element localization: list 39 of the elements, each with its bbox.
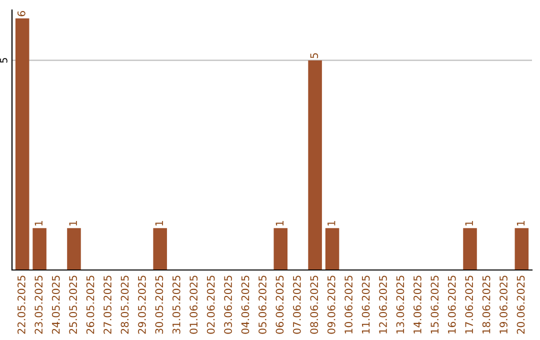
x-tick-label: 22.05.2025	[17, 276, 26, 334]
data-label: 1	[276, 221, 284, 226]
x-tick-label: 01.06.2025	[190, 276, 198, 334]
data-label: 1	[465, 221, 473, 226]
x-tick-label: 30.05.2025	[155, 276, 164, 334]
data-label: 1	[69, 221, 77, 226]
x-tick-label: 20.06.2025	[516, 276, 525, 334]
x-tick-label: 19.06.2025	[500, 276, 508, 334]
x-tick-label: 04.06.2025	[241, 276, 250, 334]
x-tick-label: 27.05.2025	[104, 276, 112, 334]
x-tick-label: 06.06.2025	[276, 276, 284, 334]
x-tick-label: 28.05.2025	[120, 276, 129, 334]
x-tick-label: 13.06.2025	[396, 276, 404, 334]
x-tick-label: 03.06.2025	[224, 276, 232, 334]
x-tick-label: 18.06.2025	[482, 276, 490, 334]
x-tick-label: 16.06.2025	[448, 276, 456, 334]
x-tick-label: 12.06.2025	[379, 276, 387, 334]
x-tick-label: 11.06.2025	[362, 276, 370, 334]
x-tick-label: 31.05.2025	[172, 276, 180, 334]
x-tick-label: 05.06.2025	[258, 276, 266, 334]
x-tick-label: 14.06.2025	[414, 276, 422, 334]
data-label: 1	[34, 221, 42, 226]
data-label: 1	[155, 221, 163, 226]
x-tick-label: 25.05.2025	[69, 276, 78, 334]
x-tick-label: 29.05.2025	[138, 276, 146, 334]
x-tick-label: 26.05.2025	[86, 276, 94, 334]
x-tick-label: 24.05.2025	[52, 276, 60, 334]
data-label: 6	[17, 11, 26, 16]
data-label: 5	[310, 53, 318, 58]
x-tick-label: 08.06.2025	[310, 276, 318, 334]
data-label: 1	[516, 221, 525, 226]
x-tick-label: 10.06.2025	[344, 276, 353, 334]
x-tick-label: 15.06.2025	[430, 276, 439, 334]
x-tick-label: 17.06.2025	[465, 276, 474, 334]
data-label: 1	[328, 221, 336, 226]
x-tick-label: 07.06.2025	[292, 276, 301, 334]
x-tick-label: 09.06.2025	[327, 276, 336, 334]
x-tick-label: 02.06.2025	[206, 276, 215, 334]
x-tick-label: 23.05.2025	[34, 276, 43, 334]
